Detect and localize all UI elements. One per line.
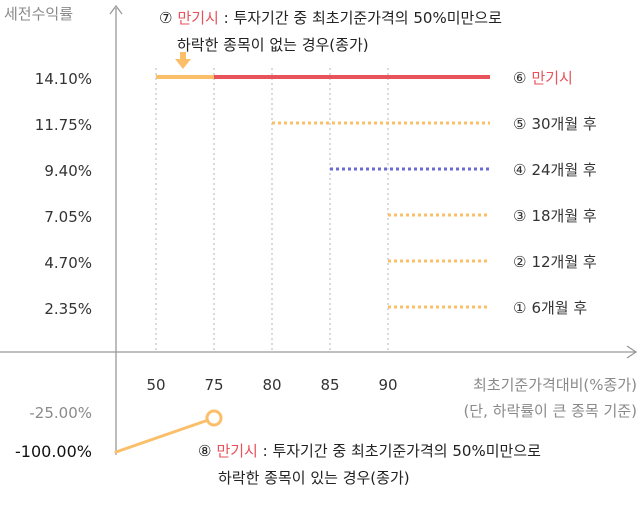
annotation-top: ⑦ 만기시 : 투자기간 중 최초기준가격의 50%미만으로 하락한 종목이 없는… (159, 9, 502, 54)
annotation-top-keyword: 만기시 (177, 9, 218, 27)
series-legend-label: ⑤ 30개월 후 (513, 115, 597, 133)
x-tick-label: 80 (262, 376, 281, 394)
x-tick-labels: 50 75 80 85 90 (146, 376, 397, 394)
annotation-bottom-line1: : 투자기간 중 최초기준가격의 50%미만으로 (258, 442, 541, 460)
annotation-bottom-keyword: 만기시 (216, 442, 257, 460)
y-axis-arrow (109, 4, 123, 15)
x-axis-subtitle: (단, 하락률이 큰 종목 기준) (463, 402, 637, 420)
x-gridlines (155, 68, 389, 352)
arrow-down-icon (175, 52, 191, 69)
annotation-bottom-line2: 하락한 종목이 있는 경우(종가) (218, 469, 410, 487)
loss-label: -100.00% (15, 442, 92, 461)
loss-label: -25.00% (29, 404, 92, 422)
x-axis-arrow (626, 345, 638, 359)
y-tick-label: 14.10% (35, 70, 92, 88)
series-legend: ① 6개월 후 ② 12개월 후 ③ 18개월 후 ④ 24개월 후 ⑤ 30개월 후 ⑥ 만기시 (513, 69, 597, 317)
y-tick-labels: 14.10% 11.75% 9.40% 7.05% 4.70% 2.35% (35, 70, 92, 318)
loss-line-end-marker (205, 409, 223, 427)
series-legend-label: ⑥ 만기시 (513, 69, 573, 87)
x-axis-title: 최초기준가격대비(%종가) (473, 376, 637, 394)
series-lines (156, 75, 490, 309)
series-legend-label: ① 6개월 후 (513, 299, 587, 317)
x-tick-label: 75 (204, 376, 223, 394)
series-legend-label: ④ 24개월 후 (513, 161, 597, 179)
series-legend-label: ③ 18개월 후 (513, 207, 597, 225)
x-tick-label: 85 (320, 376, 339, 394)
loss-line (114, 416, 216, 454)
y-tick-label: 7.05% (44, 208, 92, 226)
annotation-bottom-marker: ⑧ (198, 442, 211, 460)
annotation-top-marker: ⑦ (159, 9, 172, 27)
series-legend-label: ② 12개월 후 (513, 253, 597, 271)
y-tick-label: 9.40% (44, 162, 92, 180)
y-tick-label: 11.75% (35, 116, 92, 134)
y-axis-title: 세전수익률 (4, 5, 73, 23)
annotation-top-line1: : 투자기간 중 최초기준가격의 50%미만으로 (219, 9, 502, 27)
x-tick-label: 90 (378, 376, 397, 394)
x-tick-label: 50 (146, 376, 165, 394)
annotation-bottom: ⑧ 만기시 : 투자기간 중 최초기준가격의 50%미만으로 하락한 종목이 있는… (198, 442, 541, 487)
y-tick-label: 2.35% (44, 300, 92, 318)
annotation-top-line2: 하락한 종목이 없는 경우(종가) (177, 36, 369, 54)
y-tick-label: 4.70% (44, 254, 92, 272)
